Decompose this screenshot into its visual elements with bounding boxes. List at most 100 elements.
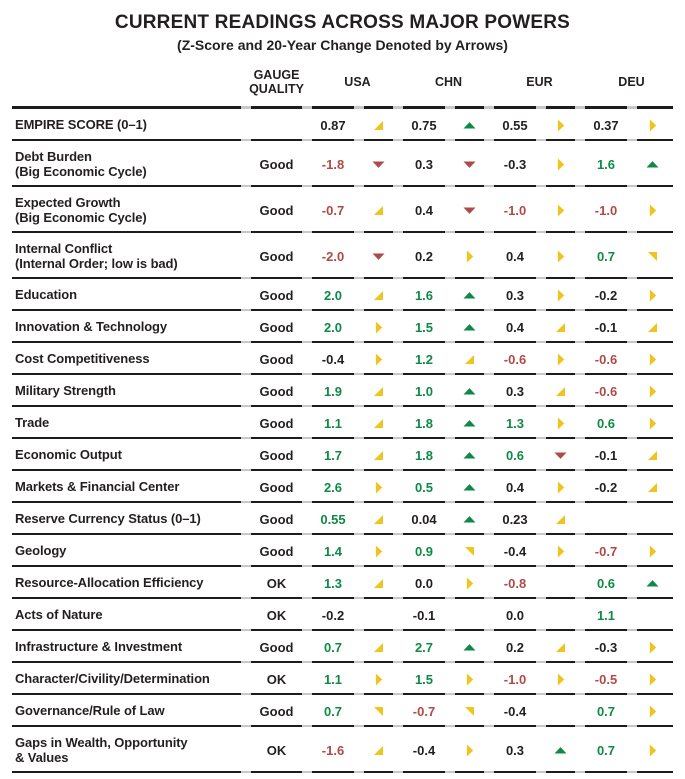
table-row: Character/Civility/Determination OK 1.1 1.5… bbox=[12, 663, 673, 695]
trend-up-right-arrow-icon bbox=[359, 416, 398, 431]
score-value-usa: 2.6 bbox=[323, 479, 343, 495]
trend-right-arrow-icon bbox=[632, 288, 673, 303]
page-subtitle: (Z-Score and 20-Year Change Denoted by A… bbox=[177, 37, 508, 53]
score-value-usa: 1.1 bbox=[323, 415, 343, 431]
trend-down-arrow-icon bbox=[359, 249, 398, 264]
trend-up-arrow-icon bbox=[632, 576, 673, 591]
row-label: Internal Conflict (Internal Order; low is… bbox=[12, 241, 246, 272]
trend-right-arrow-icon bbox=[541, 416, 580, 431]
score-value-chn: 0.5 bbox=[414, 479, 434, 495]
gauge-quality-value: Good bbox=[259, 639, 294, 655]
trend-up-right-arrow-icon bbox=[359, 640, 398, 655]
row-sublabel-text: & Values bbox=[15, 750, 69, 765]
trend-up-arrow-icon bbox=[450, 416, 489, 431]
trend-up-right-arrow-icon bbox=[359, 384, 398, 399]
gauge-quality-value: Good bbox=[259, 319, 294, 335]
score-value-chn: 0.04 bbox=[411, 511, 437, 527]
trend-up-right-arrow-icon bbox=[450, 352, 489, 367]
trend-up-arrow-icon bbox=[450, 288, 489, 303]
score-value-deu: -0.7 bbox=[594, 543, 618, 559]
trend-right-arrow-icon bbox=[632, 416, 673, 431]
score-value-usa: 1.9 bbox=[323, 383, 343, 399]
score-value-eur: 0.0 bbox=[505, 607, 525, 623]
score-value-eur: -1.0 bbox=[503, 671, 527, 687]
trend-down-right-arrow-icon bbox=[359, 704, 398, 719]
trend-down-right-arrow-icon bbox=[632, 249, 673, 264]
trend-right-arrow-icon bbox=[632, 544, 673, 559]
row-label-text: EMPIRE SCORE (0–1) bbox=[15, 117, 147, 133]
score-value-deu: 1.1 bbox=[596, 607, 616, 623]
row-label-text: Innovation & Technology bbox=[15, 319, 168, 335]
score-value-usa: -0.2 bbox=[321, 607, 345, 623]
row-label: Resource-Allocation Efficiency bbox=[12, 575, 246, 590]
trend-up-right-arrow-icon bbox=[359, 288, 398, 303]
row-label-text: Acts of Nature bbox=[15, 607, 103, 623]
row-label-text: Education bbox=[15, 287, 77, 303]
table-row: Cost Competitiveness Good -0.4 1.2 -0.6 -0.6 bbox=[12, 343, 673, 375]
row-label: Governance/Rule of Law bbox=[12, 703, 246, 718]
score-value-deu: 0.7 bbox=[596, 703, 616, 719]
trend-down-right-arrow-icon bbox=[450, 704, 489, 719]
table-row: Military Strength Good 1.9 1.0 0.3 -0.6 bbox=[12, 375, 673, 407]
score-value-deu: 0.7 bbox=[596, 248, 616, 264]
table-row: Acts of Nature OK -0.2 -0.1 0.0 1.1 bbox=[12, 599, 673, 631]
gauge-quality-value: OK bbox=[266, 575, 287, 591]
trend-right-arrow-icon bbox=[541, 352, 580, 367]
trend-down-arrow-icon bbox=[359, 157, 398, 172]
trend-right-arrow-icon bbox=[541, 288, 580, 303]
trend-up-right-arrow-icon bbox=[359, 118, 398, 133]
gauge-quality-value: OK bbox=[266, 671, 287, 687]
table-row: Expected Growth (Big Economic Cycle) Good -… bbox=[12, 187, 673, 233]
trend-up-arrow-icon bbox=[450, 512, 489, 527]
score-value-chn: 1.8 bbox=[414, 415, 434, 431]
row-label-text: Economic Output bbox=[15, 447, 122, 463]
table-row: Resource-Allocation Efficiency OK 1.3 0.0 -0… bbox=[12, 567, 673, 599]
gauge-quality-value: Good bbox=[259, 287, 294, 303]
row-label-text: Infrastructure & Investment bbox=[15, 639, 183, 655]
gauge-quality-value: Good bbox=[259, 383, 294, 399]
trend-right-arrow-icon bbox=[541, 203, 580, 218]
row-label: Character/Civility/Determination bbox=[12, 671, 246, 686]
trend-down-arrow-icon bbox=[450, 203, 489, 218]
trend-up-arrow-icon bbox=[450, 320, 489, 335]
row-label-text: Military Strength bbox=[15, 383, 116, 399]
score-value-eur: 0.3 bbox=[505, 742, 525, 758]
score-value-usa: -0.7 bbox=[321, 202, 345, 218]
table-header-row: GAUGE QUALITY USA CHN EUR DEU bbox=[12, 63, 673, 109]
score-value-deu: -0.6 bbox=[594, 383, 618, 399]
trend-right-arrow-icon bbox=[632, 118, 673, 133]
trend-right-arrow-icon bbox=[541, 118, 580, 133]
trend-right-arrow-icon bbox=[450, 249, 489, 264]
score-value-deu: -0.5 bbox=[594, 671, 618, 687]
score-value-eur: 0.4 bbox=[505, 248, 525, 264]
score-value-usa: 2.0 bbox=[323, 319, 343, 335]
score-value-eur: 0.3 bbox=[505, 287, 525, 303]
trend-right-arrow-icon bbox=[450, 576, 489, 591]
score-value-usa: 0.55 bbox=[320, 511, 346, 527]
trend-right-arrow-icon bbox=[632, 352, 673, 367]
trend-right-arrow-icon bbox=[541, 672, 580, 687]
trend-up-right-arrow-icon bbox=[541, 320, 580, 335]
trend-right-arrow-icon bbox=[541, 249, 580, 264]
score-value-eur: 0.2 bbox=[505, 639, 525, 655]
score-value-eur: -0.4 bbox=[503, 543, 527, 559]
row-label-text: Geology bbox=[15, 543, 67, 559]
trend-up-arrow-icon bbox=[450, 384, 489, 399]
trend-right-arrow-icon bbox=[541, 544, 580, 559]
row-label: Acts of Nature bbox=[12, 607, 246, 622]
trend-up-right-arrow-icon bbox=[359, 576, 398, 591]
trend-up-right-arrow-icon bbox=[541, 640, 580, 655]
trend-right-arrow-icon bbox=[632, 704, 673, 719]
table-row: Markets & Financial Center Good 2.6 0.5 0.4 -… bbox=[12, 471, 673, 503]
row-label: Innovation & Technology bbox=[12, 319, 246, 334]
page-title: CURRENT READINGS ACROSS MAJOR POWERS bbox=[114, 12, 571, 33]
score-value-eur: 0.4 bbox=[505, 319, 525, 335]
row-label: Trade bbox=[12, 415, 246, 430]
score-value-eur: -0.4 bbox=[503, 703, 527, 719]
score-value-chn: 0.4 bbox=[414, 202, 434, 218]
trend-up-arrow-icon bbox=[450, 448, 489, 463]
row-label-text: Trade bbox=[15, 415, 50, 431]
row-label-text: Markets & Financial Center bbox=[15, 479, 180, 495]
trend-right-arrow-icon bbox=[632, 203, 673, 218]
